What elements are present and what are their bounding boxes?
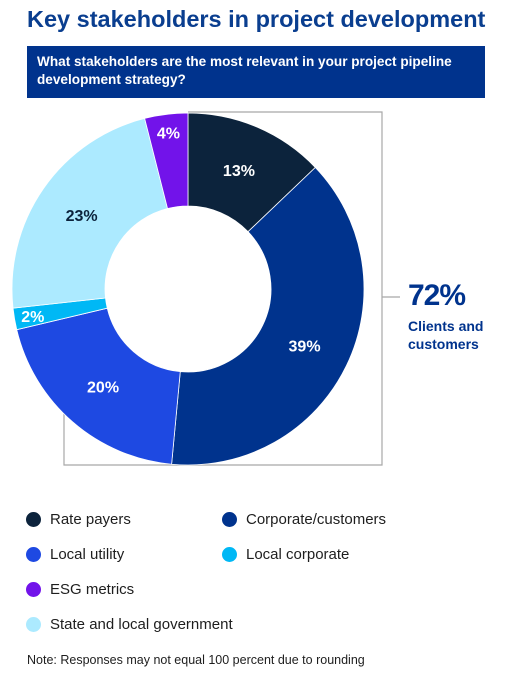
legend-swatch: [222, 547, 237, 562]
donut-slice-local-utility: [16, 307, 181, 465]
data-label-corporate-customers: 39%: [289, 338, 321, 355]
legend-item-esg-metrics: ESG metrics: [26, 581, 134, 598]
callout-value: 72%: [408, 279, 466, 312]
legend-swatch: [26, 582, 41, 597]
data-label-rate-payers: 13%: [223, 163, 255, 180]
survey-question-banner: What stakeholders are the most relevant …: [27, 46, 485, 98]
legend-item-corporate-customers: Corporate/customers: [222, 511, 386, 528]
callout-label: Clients and customers: [408, 318, 484, 352]
data-label-esg-metrics: 4%: [157, 126, 180, 143]
data-label-state-and-local-government: 23%: [66, 208, 98, 225]
data-label-local-corporate: 2%: [21, 309, 44, 326]
legend-label: State and local government: [50, 616, 233, 633]
legend-item-local-corporate: Local corporate: [222, 546, 349, 563]
callout-bracket: [63, 111, 383, 466]
legend-swatch: [222, 512, 237, 527]
legend-item-state-and-local-government: State and local government: [26, 616, 233, 633]
donut-slice-corporate-customers: [171, 166, 365, 466]
chart-title: Key stakeholders in project development: [27, 6, 486, 32]
legend-swatch: [26, 547, 41, 562]
donut-slice-esg-metrics: [144, 112, 189, 210]
footnote: Note: Responses may not equal 100 percen…: [27, 653, 365, 667]
clients-customers-callout: 72% Clients and customers: [408, 280, 498, 353]
legend-swatch: [26, 617, 41, 632]
legend-label: Local utility: [50, 546, 125, 563]
chart-legend: Rate payers Corporate/customers Local util…: [26, 511, 496, 646]
donut-chart: 13% 39% 20% 2% 23% 4%: [11, 111, 400, 466]
donut-slice-state-and-local-government: [11, 117, 169, 309]
legend-item-local-utility: Local utility: [26, 546, 124, 563]
data-label-local-utility: 20%: [87, 380, 119, 397]
legend-label: Rate payers: [50, 511, 131, 528]
legend-label: Local corporate: [246, 546, 350, 563]
legend-swatch: [26, 512, 41, 527]
legend-label: ESG metrics: [50, 581, 135, 598]
legend-label: Corporate/customers: [246, 511, 387, 528]
legend-item-rate-payers: Rate payers: [26, 511, 131, 528]
